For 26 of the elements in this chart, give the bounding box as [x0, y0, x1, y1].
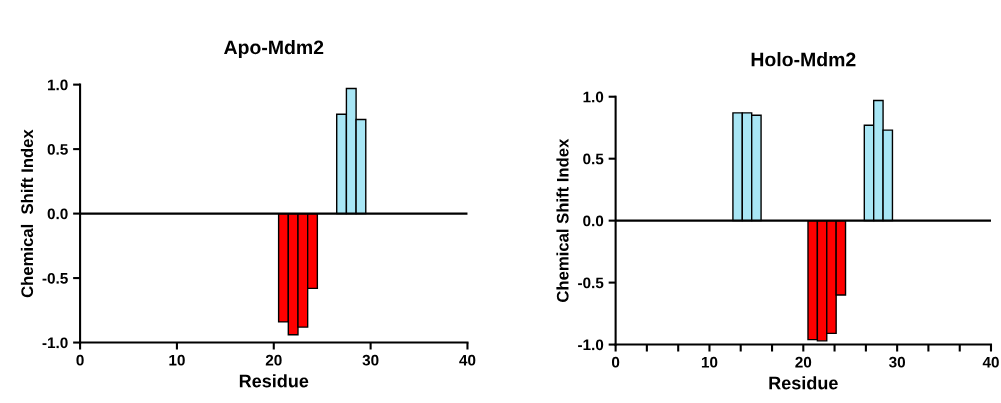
y-tick-label: -0.5	[42, 272, 68, 284]
y-tick-label: 1.0	[48, 79, 68, 91]
y-tick-label: -0.5	[578, 277, 604, 289]
x-tick-label: 0	[76, 354, 84, 366]
x-axis-title: Residue	[239, 374, 309, 388]
y-tick-label: 0.5	[583, 153, 604, 165]
x-tick-label: 30	[362, 354, 379, 366]
x-tick-label: 20	[265, 354, 282, 366]
y-tick-label: -1.0	[42, 337, 68, 349]
y-tick-label: 0.5	[47, 143, 68, 155]
x-tick-label: 40	[982, 356, 999, 368]
x-tick-label: 20	[795, 356, 812, 368]
x-tick-label: 0	[611, 356, 620, 368]
x-tick-label: 30	[889, 356, 906, 368]
x-tick-label: 10	[169, 354, 185, 366]
y-axis-title: Chemical Shift Index	[20, 129, 34, 298]
x-tick-label: 10	[701, 356, 718, 368]
y-tick-label: 1.0	[583, 91, 604, 103]
y-tick-label: -1.0	[578, 339, 604, 351]
y-axis-title: Chemical Shift Index	[556, 138, 569, 302]
chart-title: Apo-Mdm2	[224, 39, 324, 59]
y-tick-label: 0.0	[47, 208, 68, 220]
y-tick-label: 0.0	[583, 215, 604, 227]
x-tick-label: 40	[459, 354, 476, 366]
chart-title: Holo-Mdm2	[751, 52, 856, 67]
x-axis-title: Residue	[769, 376, 838, 390]
